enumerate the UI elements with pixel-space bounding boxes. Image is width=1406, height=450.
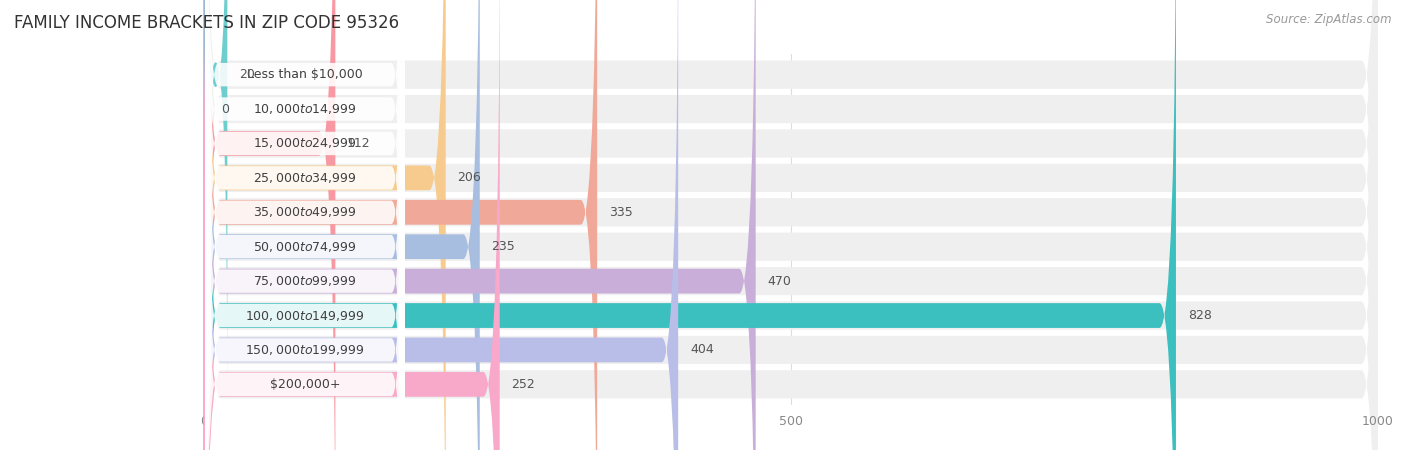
- FancyBboxPatch shape: [204, 0, 228, 406]
- Text: $25,000 to $34,999: $25,000 to $34,999: [253, 171, 357, 185]
- FancyBboxPatch shape: [204, 0, 1378, 450]
- FancyBboxPatch shape: [205, 11, 405, 450]
- Text: $10,000 to $14,999: $10,000 to $14,999: [253, 102, 357, 116]
- FancyBboxPatch shape: [204, 0, 1378, 450]
- FancyBboxPatch shape: [204, 0, 598, 450]
- Text: $200,000+: $200,000+: [270, 378, 340, 391]
- FancyBboxPatch shape: [205, 0, 405, 450]
- Text: $35,000 to $49,999: $35,000 to $49,999: [253, 205, 357, 219]
- Text: 206: 206: [457, 171, 481, 184]
- FancyBboxPatch shape: [205, 0, 405, 450]
- Text: Source: ZipAtlas.com: Source: ZipAtlas.com: [1267, 14, 1392, 27]
- FancyBboxPatch shape: [204, 0, 1175, 450]
- Text: $75,000 to $99,999: $75,000 to $99,999: [253, 274, 357, 288]
- Text: 235: 235: [492, 240, 515, 253]
- Text: $100,000 to $149,999: $100,000 to $149,999: [245, 309, 364, 323]
- Text: 252: 252: [512, 378, 536, 391]
- FancyBboxPatch shape: [204, 0, 1378, 450]
- FancyBboxPatch shape: [204, 0, 678, 450]
- FancyBboxPatch shape: [205, 0, 405, 450]
- FancyBboxPatch shape: [204, 36, 209, 183]
- Text: $50,000 to $74,999: $50,000 to $74,999: [253, 240, 357, 254]
- FancyBboxPatch shape: [204, 0, 1378, 450]
- FancyBboxPatch shape: [204, 0, 446, 450]
- FancyBboxPatch shape: [205, 0, 405, 450]
- FancyBboxPatch shape: [204, 0, 1378, 450]
- Text: 20: 20: [239, 68, 254, 81]
- Text: Less than $10,000: Less than $10,000: [247, 68, 363, 81]
- FancyBboxPatch shape: [204, 0, 1378, 450]
- FancyBboxPatch shape: [205, 0, 405, 448]
- FancyBboxPatch shape: [204, 0, 479, 450]
- Text: $150,000 to $199,999: $150,000 to $199,999: [245, 343, 364, 357]
- FancyBboxPatch shape: [204, 0, 1378, 450]
- Text: 0: 0: [222, 103, 229, 116]
- FancyBboxPatch shape: [205, 0, 405, 450]
- FancyBboxPatch shape: [204, 0, 336, 450]
- FancyBboxPatch shape: [204, 0, 1378, 450]
- FancyBboxPatch shape: [204, 0, 755, 450]
- Text: 470: 470: [768, 274, 792, 288]
- FancyBboxPatch shape: [204, 0, 1378, 450]
- Text: $15,000 to $24,999: $15,000 to $24,999: [253, 136, 357, 150]
- FancyBboxPatch shape: [205, 0, 405, 450]
- Text: 335: 335: [609, 206, 633, 219]
- FancyBboxPatch shape: [205, 0, 405, 450]
- FancyBboxPatch shape: [204, 0, 1378, 450]
- Text: FAMILY INCOME BRACKETS IN ZIP CODE 95326: FAMILY INCOME BRACKETS IN ZIP CODE 95326: [14, 14, 399, 32]
- FancyBboxPatch shape: [204, 0, 499, 450]
- Text: 828: 828: [1188, 309, 1212, 322]
- Text: 112: 112: [347, 137, 371, 150]
- Text: 404: 404: [690, 343, 714, 356]
- FancyBboxPatch shape: [205, 0, 405, 450]
